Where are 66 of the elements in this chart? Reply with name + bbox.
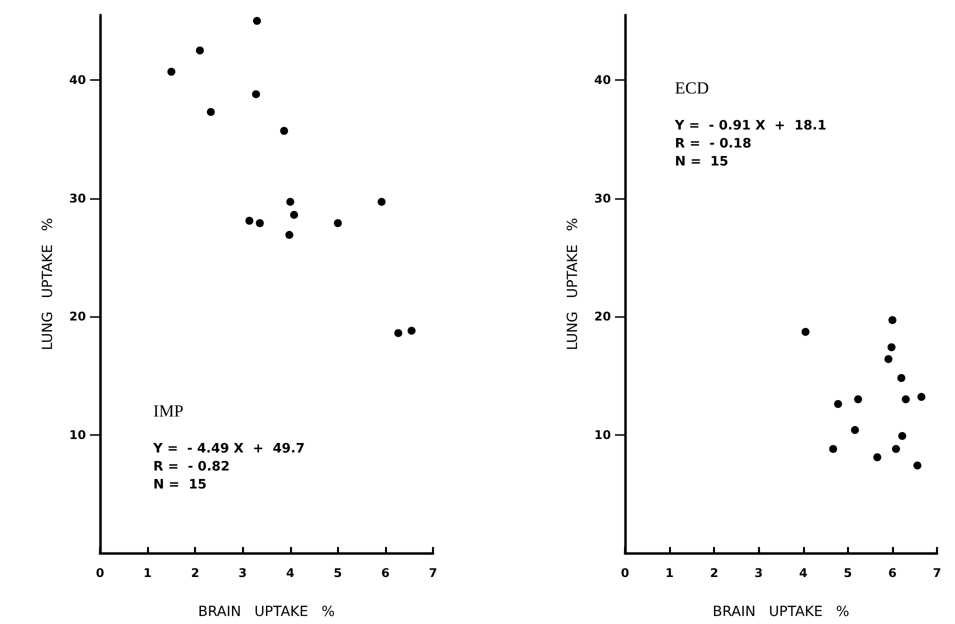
y-tick-label: 10 <box>594 428 611 442</box>
point <box>917 392 926 401</box>
annotation: N = 15 <box>153 477 207 492</box>
x-tick-label: 2 <box>190 566 200 580</box>
point <box>892 444 900 453</box>
point <box>902 395 910 404</box>
point <box>206 108 215 116</box>
y-tick-label: 30 <box>69 191 86 206</box>
point <box>290 210 298 219</box>
y-tick-label: 40 <box>594 73 611 88</box>
point <box>873 453 882 462</box>
point <box>897 374 906 382</box>
point <box>256 219 264 228</box>
point <box>829 444 838 453</box>
point <box>802 328 810 336</box>
x-tick-label: 3 <box>754 566 763 580</box>
point <box>854 395 862 404</box>
point <box>252 90 260 98</box>
x-tick-label: 4 <box>799 566 808 580</box>
point <box>888 316 896 324</box>
x-tick-label: 5 <box>844 566 852 580</box>
point <box>245 216 254 225</box>
x-tick-label: 1 <box>143 566 152 580</box>
point <box>898 432 906 440</box>
x-axis-title: BRAIN UPTAKE % <box>712 604 850 620</box>
y-axis-title: LUNG UPTAKE % <box>565 218 581 350</box>
y-tick-label: 20 <box>594 310 611 324</box>
annotation: Y = - 0.91 X + 18.1 <box>674 118 826 134</box>
point <box>394 329 402 338</box>
x-tick-label: 0 <box>620 566 630 580</box>
point <box>286 198 294 206</box>
x-tick-label: 7 <box>428 566 438 580</box>
point <box>850 426 859 434</box>
point <box>888 343 896 352</box>
y-tick-label: 30 <box>594 191 611 206</box>
x-tick-label: 2 <box>710 566 718 580</box>
point <box>378 198 386 206</box>
annotation: N = 15 <box>674 154 728 170</box>
x-tick-label: 3 <box>238 566 247 580</box>
point <box>285 230 294 239</box>
point <box>196 46 204 54</box>
x-tick-label: 4 <box>286 566 294 580</box>
annotation: R = - 0.82 <box>153 459 230 474</box>
point <box>252 16 261 25</box>
x-tick-label: 7 <box>932 566 942 580</box>
point <box>834 400 842 408</box>
x-tick-label: 0 <box>96 566 104 580</box>
annotation: R = - 0.18 <box>674 136 752 152</box>
y-axis-title: LUNG UPTAKE % <box>40 218 56 350</box>
x-tick-label: 6 <box>381 566 390 580</box>
point <box>167 68 176 76</box>
x-tick-label: 5 <box>334 566 342 580</box>
y-tick-label: 10 <box>69 428 86 442</box>
x-tick-label: 1 <box>665 566 674 580</box>
annotation: ECD <box>674 78 709 98</box>
point <box>408 326 416 335</box>
point <box>913 462 922 470</box>
x-tick-label: 6 <box>888 566 897 580</box>
annotation: IMP <box>153 401 184 420</box>
annotation: Y = - 4.49 X + 49.7 <box>152 441 305 456</box>
point <box>884 355 892 364</box>
x-axis-title: BRAIN UPTAKE % <box>198 604 335 620</box>
point <box>334 219 342 228</box>
y-tick-label: 20 <box>69 310 86 324</box>
point <box>280 126 288 135</box>
y-tick-label: 40 <box>69 73 86 88</box>
